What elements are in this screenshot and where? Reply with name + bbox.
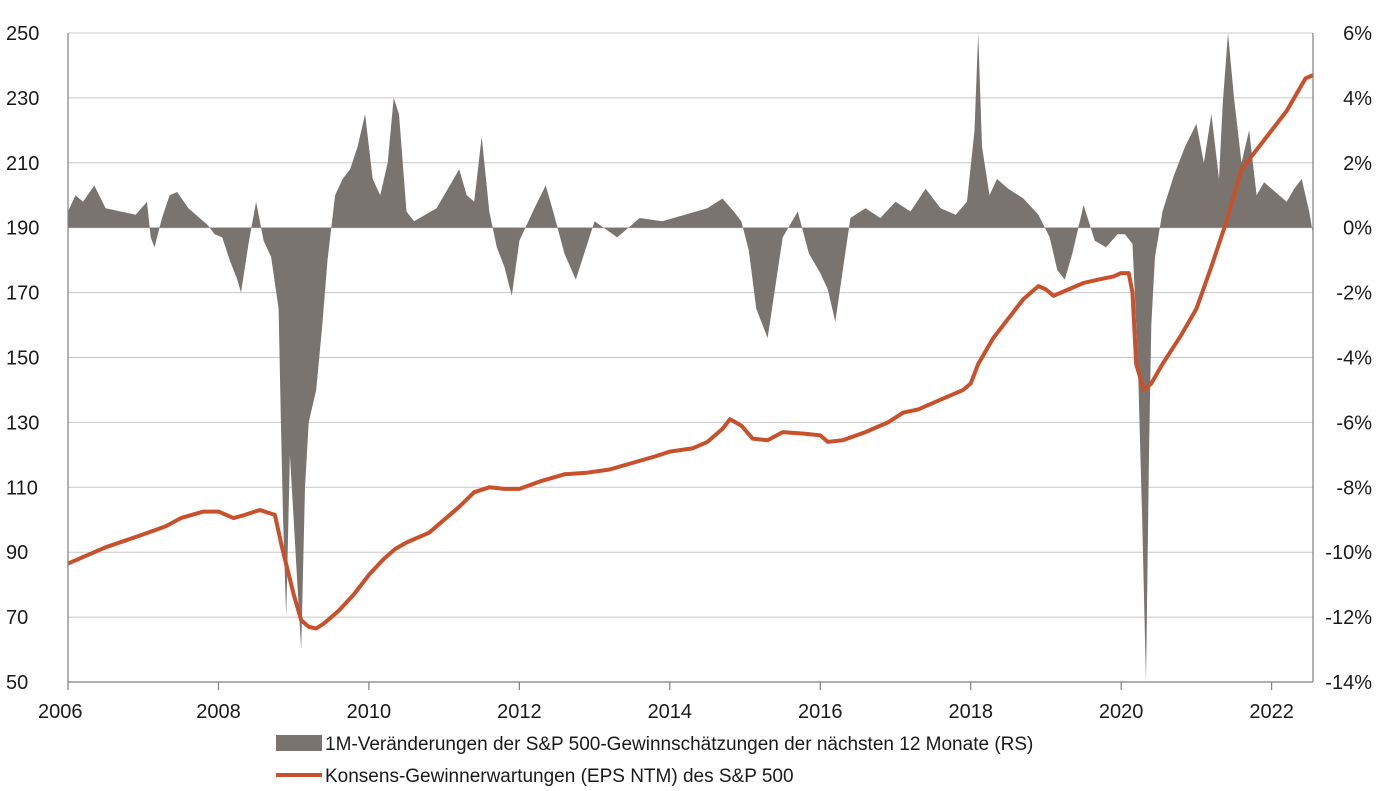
y-left-tick-label: 170 <box>6 283 39 305</box>
grid-lines <box>68 32 1313 683</box>
y-right-tick-label: -10% <box>1325 542 1372 564</box>
x-tick-label: 2010 <box>347 701 392 723</box>
y-left-tick-label: 250 <box>6 23 39 45</box>
line-series-layer <box>67 73 1314 631</box>
y-left-tick-label: 110 <box>6 477 38 499</box>
y-left-tick-label: 230 <box>6 88 39 110</box>
x-tick-label: 2012 <box>497 701 542 723</box>
legend-item-line: Konsens-Gewinnerwartungen (EPS NTM) des … <box>276 766 794 787</box>
y-right-tick-label: -8% <box>1336 477 1372 499</box>
y-left-tick-label: 210 <box>6 153 39 175</box>
y-right-tick-label: -2% <box>1336 283 1372 305</box>
y-right-tick-label: -4% <box>1336 348 1372 370</box>
y-left-tick-label: 130 <box>6 412 39 434</box>
x-tick-label: 2022 <box>1249 701 1294 723</box>
y-left-tick-labels: 50 70 90 110 130 150 170 190 210 230 250 <box>6 23 39 694</box>
y-right-tick-label: 2% <box>1343 153 1372 175</box>
y-right-tick-label: 6% <box>1343 23 1372 45</box>
legend-swatch-area <box>276 735 322 751</box>
y-right-tick-label: -14% <box>1325 672 1372 694</box>
y-right-tick-label: 4% <box>1343 88 1372 110</box>
axes <box>67 33 1314 683</box>
legend-label-area: 1M-Veränderungen der S&P 500-Gewinnschät… <box>325 734 1033 755</box>
x-tick-label: 2006 <box>38 701 83 723</box>
legend-item-area: 1M-Veränderungen der S&P 500-Gewinnschät… <box>276 734 1033 755</box>
y-left-tick-label: 90 <box>6 542 28 564</box>
y-left-tick-label: 150 <box>6 348 39 370</box>
y-left-tick-label: 190 <box>6 218 39 240</box>
y-right-tick-label: -6% <box>1336 412 1372 434</box>
x-tick-label: 2008 <box>196 701 241 723</box>
y-left-tick-label: 50 <box>6 672 28 694</box>
y-left-tick-label: 70 <box>6 607 28 629</box>
x-tick-label: 2014 <box>648 701 693 723</box>
x-tick-label: 2018 <box>948 701 993 723</box>
area-series-layer <box>68 33 1313 682</box>
x-tick-labels: 2006 2008 2010 2012 2014 2016 2018 2020 2022 <box>38 682 1294 723</box>
legend-label-line: Konsens-Gewinnerwartungen (EPS NTM) des … <box>325 766 794 787</box>
y-right-tick-label: 0% <box>1343 218 1372 240</box>
series-1m-change-area <box>68 33 1313 682</box>
y-right-tick-label: -12% <box>1325 607 1372 629</box>
x-tick-label: 2016 <box>798 701 843 723</box>
x-tick-label: 2020 <box>1099 701 1144 723</box>
series-eps-ntm-line <box>67 73 1314 631</box>
legend: 1M-Veränderungen der S&P 500-Gewinnschät… <box>276 734 1033 787</box>
y-right-tick-labels: -14% -12% -10% -8% -6% -4% -2% 0% 2% 4% 6% <box>1325 23 1372 694</box>
